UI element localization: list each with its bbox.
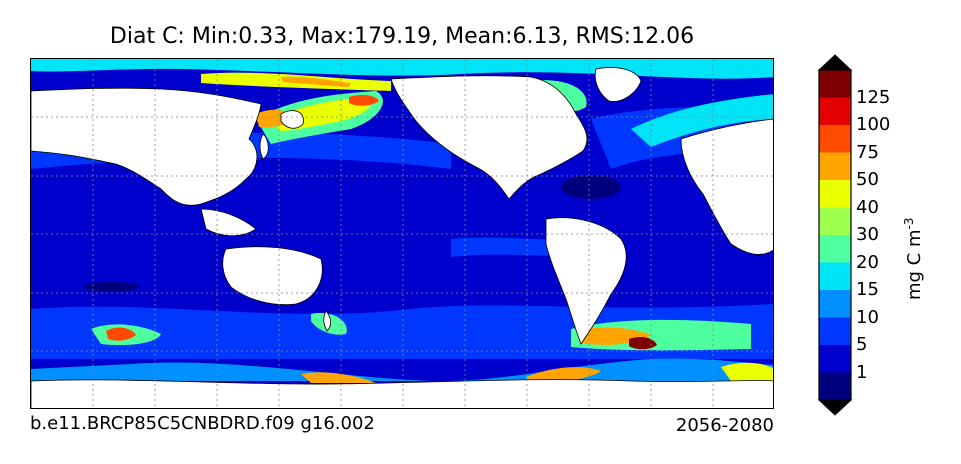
- colorbar-tick-label: 5: [856, 334, 868, 355]
- colorbar-bin: [819, 290, 851, 318]
- arctic-bloom-core: [281, 76, 351, 87]
- land-new-zealand: [323, 310, 332, 332]
- atlantic-gyre: [561, 175, 621, 199]
- colorbar-label: mg C m-3: [902, 218, 925, 300]
- land-antarctica: [31, 379, 773, 408]
- north-atlantic-bloom: [631, 94, 773, 147]
- arctic-band: [31, 59, 773, 79]
- colorbar-bin: [819, 317, 851, 345]
- colorbar-bin: [819, 180, 851, 208]
- colorbar-tick-label: 75: [856, 141, 879, 163]
- land-indonesia: [200, 208, 257, 237]
- colorbar-extend-max: [817, 54, 853, 71]
- run-identifier: b.e11.BRCP85C5CNBDRD.f09 g16.002: [30, 413, 375, 434]
- land-australia: [222, 246, 323, 306]
- colorbar-extend-min: [817, 399, 853, 416]
- land-kamchatka: [280, 110, 304, 129]
- colorbar-bin: [819, 207, 851, 235]
- land-north-america: [390, 75, 588, 200]
- east-antarctic-bloom: [721, 362, 773, 381]
- time-period: 2056-2080: [675, 415, 774, 436]
- colorbar-bin: [819, 70, 851, 98]
- kerguelen-core: [106, 327, 136, 341]
- colorbar-bin: [819, 97, 851, 125]
- colorbar-label-text: mg C m: [904, 229, 925, 300]
- land-eurasia: [31, 87, 262, 206]
- land-south-america: [545, 217, 627, 345]
- colorbar-tick-label: 1: [856, 361, 868, 383]
- ross-bloom: [301, 372, 376, 383]
- colorbar-tick-label: 40: [856, 196, 879, 218]
- weddell-bloom: [526, 367, 601, 383]
- land-japan: [259, 133, 269, 160]
- map-title: Diat C: Min:0.33, Max:179.19, Mean:6.13,…: [109, 24, 695, 49]
- colorbar-tick-label: 100: [856, 114, 891, 135]
- land-greenland: [594, 67, 642, 102]
- colorbar-tick-label: 15: [856, 279, 879, 300]
- colorbar: [817, 54, 853, 416]
- colorbar-tick-label: 20: [856, 251, 879, 273]
- colorbar-bin: [819, 152, 851, 180]
- colorbar-bin: [819, 345, 851, 373]
- colorbar-bin: [819, 235, 851, 263]
- graticule: [31, 59, 773, 408]
- colorbar-label-exponent: -3: [902, 217, 916, 230]
- indian-patch: [83, 282, 139, 292]
- colorbar-tick-label: 125: [856, 86, 891, 108]
- land: [31, 67, 773, 408]
- land-africa-europe: [680, 118, 773, 255]
- ocean-map: [30, 58, 774, 409]
- colorbar-tick-label: 50: [856, 169, 879, 190]
- colorbar-frame: [818, 69, 852, 401]
- map-canvas: [31, 59, 773, 408]
- colorbar-bin: [819, 125, 851, 153]
- colorbar-bin: [819, 262, 851, 290]
- falkland-core: [629, 337, 657, 350]
- bering-hotspot: [349, 94, 379, 106]
- colorbar-tick-label: 30: [856, 224, 879, 245]
- colorbar-bin: [819, 372, 851, 400]
- colorbar-tick-label: 10: [856, 306, 879, 328]
